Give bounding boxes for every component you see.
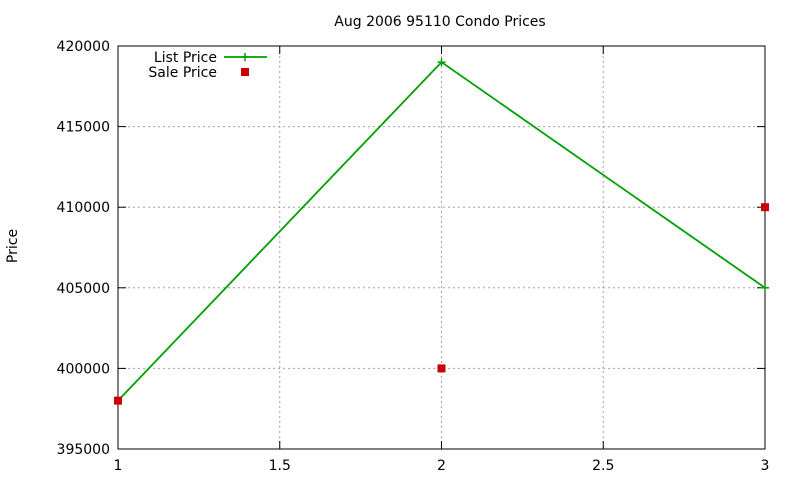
y-tick-label: 400000 (57, 361, 110, 377)
legend-label: List Price (154, 50, 217, 66)
x-tick-label: 2.5 (592, 458, 614, 474)
x-tick-label: 1 (114, 458, 123, 474)
x-tick-label: 1.5 (269, 458, 291, 474)
data-point (437, 58, 446, 67)
series-layer (114, 58, 769, 405)
data-point (761, 203, 769, 212)
data-point (114, 396, 122, 405)
y-tick-label: 410000 (57, 200, 110, 216)
legend-marker (241, 68, 249, 76)
y-tick-label: 405000 (57, 281, 110, 297)
y-tick-label: 395000 (57, 442, 110, 458)
chart-title: Aug 2006 95110 Condo Prices (334, 14, 545, 30)
x-tick-label: 2 (437, 458, 446, 474)
y-tick-label: 415000 (57, 120, 110, 136)
legend-marker (241, 53, 249, 61)
axis-ticks: 395000 400000 405000 410000 415000 420000 1 1.5… (57, 39, 770, 474)
data-point (437, 364, 446, 373)
legend-label: Sale Price (148, 65, 217, 81)
x-tick-label: 3 (761, 458, 770, 474)
data-point (761, 283, 769, 292)
y-axis-label: Price (5, 229, 21, 263)
grid (118, 46, 765, 449)
y-tick-label: 420000 (57, 39, 110, 55)
